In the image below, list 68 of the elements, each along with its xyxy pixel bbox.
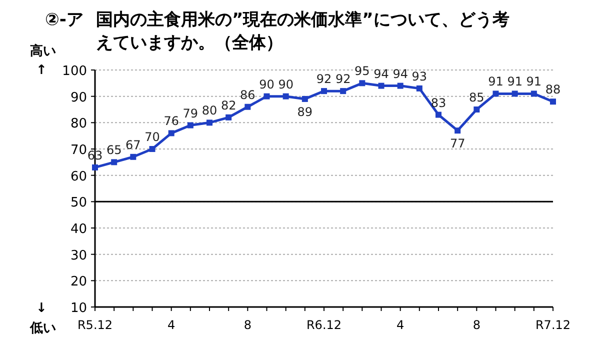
y-tick-label: 90 [70, 90, 87, 106]
point [282, 93, 289, 100]
data-label: 85 [469, 90, 484, 104]
data-label: 67 [126, 138, 141, 152]
y-tick-label: 20 [70, 274, 87, 290]
data-label: 65 [106, 143, 122, 158]
data-label: 91 [526, 74, 542, 89]
point [130, 154, 136, 160]
y-tick-label: 80 [70, 116, 87, 132]
point [226, 114, 232, 120]
point [378, 82, 384, 89]
data-label: 80 [202, 104, 218, 118]
point [149, 146, 156, 152]
y-tick-label: 10 [70, 301, 87, 316]
data-label: 82 [220, 98, 236, 112]
point [264, 93, 270, 100]
data-label: 76 [164, 114, 179, 128]
point [550, 98, 556, 105]
point [187, 122, 194, 128]
point [436, 112, 442, 118]
text: 高い ↑ [30, 43, 56, 78]
text: ↓ 低い [29, 301, 56, 336]
data-label: 88 [545, 82, 561, 97]
point [92, 164, 98, 170]
y-tick-label: 60 [70, 169, 87, 184]
data-label: 70 [144, 130, 160, 144]
x-tick-label: 4 [168, 318, 176, 332]
data-label: 91 [507, 74, 522, 89]
point [321, 88, 327, 94]
x-tick-label: 8 [244, 318, 252, 332]
point [206, 120, 212, 126]
x-tick-label: 4 [396, 318, 404, 332]
point [302, 96, 308, 102]
data-label: 94 [374, 66, 389, 81]
point [340, 88, 346, 94]
y-tick-label: 70 [70, 143, 87, 158]
y-tick-label: 30 [70, 248, 87, 264]
y-tick-label: 100 [62, 64, 87, 79]
data-label: 92 [316, 72, 332, 86]
point [397, 82, 404, 89]
data-label: 77 [450, 136, 466, 151]
data-label: 94 [392, 66, 408, 81]
point [474, 106, 480, 112]
data-label: 95 [354, 64, 370, 78]
data-label: 86 [240, 88, 256, 102]
point [359, 80, 366, 86]
x-tick-label: R5.12 [77, 318, 113, 332]
x-tick-label: R6.12 [306, 318, 342, 332]
data-label: 83 [430, 96, 446, 110]
point [530, 90, 537, 97]
data-label: 91 [488, 74, 504, 89]
x-tick-label: 8 [472, 318, 480, 332]
data-label: 90 [259, 77, 274, 92]
data-label: 79 [182, 106, 198, 120]
point [111, 159, 118, 166]
point [492, 90, 499, 97]
point [168, 130, 174, 136]
y-tick-label: 50 [70, 196, 87, 211]
point [244, 104, 251, 110]
data-label: 93 [412, 69, 428, 84]
x-tick-label: R7.12 [535, 318, 571, 332]
data-label: 90 [278, 77, 294, 92]
data-label: 89 [297, 104, 313, 119]
point [416, 85, 422, 92]
point [454, 128, 461, 134]
point [512, 90, 518, 97]
data-label: 92 [335, 72, 351, 86]
y-tick-label: 40 [70, 222, 87, 237]
